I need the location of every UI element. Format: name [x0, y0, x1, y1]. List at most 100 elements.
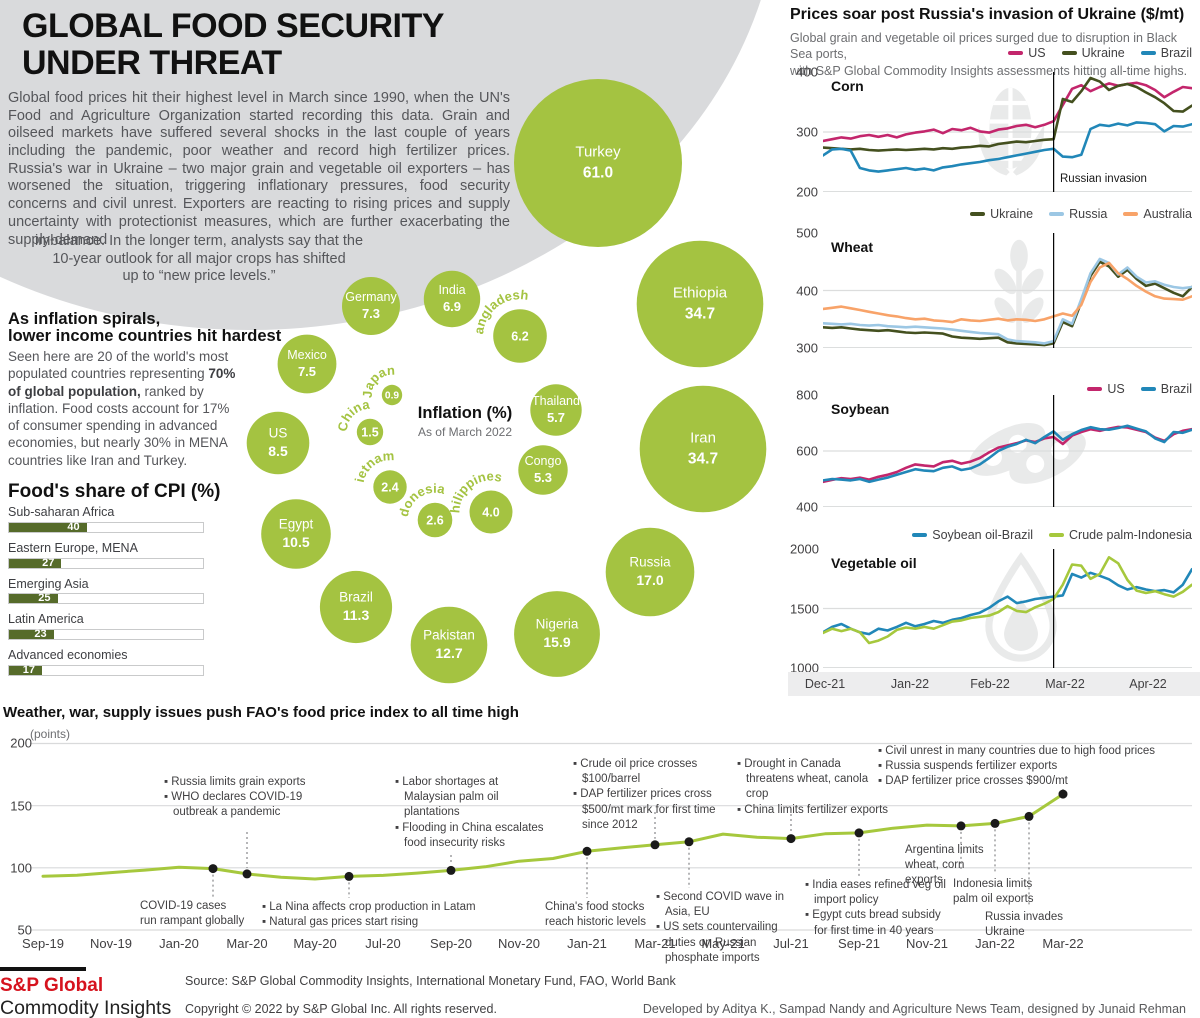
chart-title: Corn [831, 78, 864, 94]
soybean-chart: Soybean 800 600 400 [796, 388, 1192, 515]
event-dot [242, 869, 252, 879]
cpi-bar-track: 40 [8, 521, 204, 533]
bubble-brazil: Brazil 11.3 [319, 570, 393, 644]
bubble-ethiopia: Ethiopia 34.7 [636, 240, 764, 368]
price-panel-title: Prices soar post Russia's invasion of Uk… [790, 6, 1185, 23]
wheat-chart: Wheat 500 400 300 [796, 226, 1192, 356]
fao-chart-unit-label: (points) [30, 727, 71, 741]
legend-item: US [1008, 46, 1046, 60]
soybean-legend: US Brazil [1071, 382, 1192, 396]
legend-swatch-icon [1008, 50, 1024, 55]
legend-swatch-icon [912, 532, 928, 537]
fao-event-text-line: ▪ WHO declares COVID-19 outbreak a pande… [164, 791, 303, 819]
cpi-chart-title: Food's share of CPI (%) [8, 481, 221, 502]
corn-plot-svg [823, 72, 1192, 192]
fao-event-annotation: Russia invades Ukraine [985, 910, 1095, 940]
event-dot [990, 818, 1000, 828]
fao-event-annotation: China's food stocks reach historic levels [545, 900, 650, 930]
bubble-us: US 8.5 [246, 411, 310, 475]
legend-item: Russia [1049, 207, 1107, 221]
event-dot [854, 828, 864, 838]
legend-item: Brazil [1140, 46, 1192, 60]
cpi-bar-fill: 25 [9, 593, 58, 604]
intro-paragraph: Global food prices hit their highest lev… [8, 90, 510, 248]
fao-event-text-line: ▪ Drought in Canada threatens wheat, can… [737, 758, 869, 801]
cpi-category-label: Latin America [8, 612, 84, 627]
fao-chart-title: Weather, war, supply issues push FAO's f… [3, 704, 519, 721]
x-axis-tick: Mar-22 [1045, 677, 1085, 691]
legend-swatch-icon [1123, 211, 1139, 216]
cpi-row: Advanced economies 17 [8, 648, 204, 676]
left-heading-line2: lower income countries hit hardest [8, 327, 282, 346]
bubble-value: 34.7 [685, 305, 715, 322]
bubble-iran: Iran 34.7 [639, 385, 767, 513]
bubble-country-label: Iran [690, 430, 716, 447]
legend-label: Brazil [1160, 46, 1192, 60]
source-text: Source: S&P Global Commodity Insights, I… [185, 974, 676, 988]
intro-tail-line: imbalance. In the longer term, analysts … [34, 233, 364, 249]
fao-event-annotation: ▪ Crude oil price crosses $100/barrel ▪ D… [573, 757, 731, 833]
series-crude-palm-indonesia [823, 556, 1192, 645]
y-axis-tick: 600 [796, 443, 818, 459]
fao-event-text-line: palm oil exports [953, 893, 1034, 906]
y-axis-tick: 300 [796, 340, 818, 356]
fao-event-text-line: Indonesia limits [953, 878, 1033, 890]
bubble-value: 17.0 [636, 572, 663, 588]
fao-event-annotation: ▪ Second COVID wave in Asia, EU ▪ US sets… [656, 890, 804, 966]
intro-tail-line: 10-year outlook for all major crops has … [52, 250, 346, 267]
price-panel-subtitle-line2: with S&P Global Commodity Insights asses… [790, 63, 1188, 78]
fao-event-text-line: ▪ Flooding in China escalates food insec… [395, 821, 544, 849]
fao-event-text-line: ▪ Natural gas prices start rising [262, 916, 419, 929]
bubble-value: 10.5 [282, 534, 309, 550]
bubble-chart-subtitle: As of March 2022 [418, 425, 512, 439]
cpi-bar-fill: 23 [9, 628, 54, 640]
cpi-bar-fill: 17 [9, 664, 42, 675]
bubble-value: 34.7 [688, 450, 718, 467]
price-panel-subtitle: Global grain and vegetable oil prices su… [790, 30, 1200, 79]
event-dot [582, 846, 592, 856]
wheat-plot-svg [823, 233, 1192, 348]
fao-event-text-line: Argentina limits [905, 844, 984, 856]
left-body-text: ranked by inflation. Food costs account … [8, 383, 230, 468]
fao-event-annotation: COVID-19 cases run rampant globally [140, 899, 260, 929]
page-title-line1: GLOBAL FOOD SECURITY [22, 7, 444, 45]
bubble-value: 11.3 [343, 607, 370, 623]
fao-x-axis-tick: Nov-20 [498, 936, 540, 951]
sp-global-logo: S&P Global [0, 975, 104, 996]
legend-label: US [1028, 46, 1046, 60]
cpi-row: Sub-saharan Africa 40 [8, 505, 204, 533]
bubble-country-label: Russia [629, 554, 671, 569]
legend-swatch-icon [1049, 211, 1065, 216]
bubble-egypt: Egypt 10.5 [261, 499, 331, 569]
bubble-congo: Congo 5.3 [518, 445, 568, 495]
bubble-value: 1.5 [361, 426, 378, 440]
legend-label: Soybean oil-Brazil [932, 528, 1033, 542]
fao-y-axis-tick: 150 [10, 798, 32, 814]
event-dot [446, 865, 456, 875]
series-australia [823, 261, 1192, 324]
corn-chart: Corn Russian invasion 400 300 200 [796, 65, 1192, 200]
page-title-line2: UNDER THREAT [22, 44, 282, 83]
legend-swatch-icon [1140, 50, 1156, 55]
y-axis-tick: 400 [796, 499, 818, 515]
series-soybean-oil-brazil [823, 567, 1192, 636]
vegetable-oil-legend: Soybean oil-Brazil Crude palm-Indonesia [896, 528, 1192, 542]
x-axis-tick: Jan-22 [890, 677, 930, 691]
cpi-bar-track: 17 [8, 664, 204, 676]
commodity-insights-logo: Commodity Insights [0, 997, 172, 1018]
russian-invasion-label: Russian invasion [1060, 173, 1147, 185]
bubble-country-label: Congo [525, 454, 562, 468]
legend-swatch-icon [970, 211, 986, 216]
fao-event-annotation: ▪ India eases refined veg oil import pol… [805, 878, 955, 939]
legend-label: Australia [1143, 207, 1192, 221]
cpi-category-label: Sub-saharan Africa [8, 505, 115, 519]
fao-event-text-line: ▪ DAP fertilizer price crosses $900/mt [878, 775, 1068, 788]
legend-swatch-icon [1087, 386, 1103, 391]
fao-x-axis-tick: Mar-22 [1042, 936, 1084, 951]
bubble-value: 2.6 [426, 514, 443, 528]
cpi-bar-fill: 40 [9, 521, 87, 532]
fao-x-axis-tick: Nov-19 [90, 936, 132, 951]
cpi-bar-value: 23 [34, 628, 47, 640]
